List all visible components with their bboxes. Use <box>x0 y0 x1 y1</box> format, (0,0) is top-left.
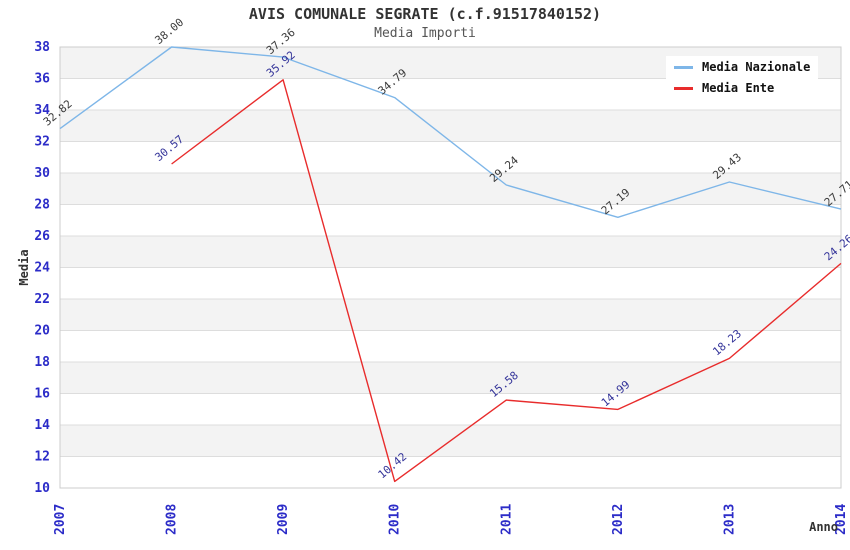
series-line-0 <box>59 46 842 218</box>
y-tick-label: 32 <box>34 135 50 150</box>
y-tick-label: 30 <box>34 166 50 181</box>
x-tick-label: 2012 <box>611 504 626 535</box>
y-tick-label: 36 <box>34 72 50 87</box>
chart-title: AVIS COMUNALE SEGRATE (c.f.91517840152) <box>248 5 602 23</box>
point-label-1: 18.23 <box>710 327 744 358</box>
x-tick-label: 2008 <box>165 504 180 535</box>
y-tick-label: 22 <box>34 292 50 307</box>
y-tick-label: 18 <box>34 355 50 370</box>
legend-item-media-ente: Media Ente <box>674 81 810 95</box>
legend-label-media-ente: Media Ente <box>702 81 775 95</box>
x-tick-label: 2007 <box>53 504 68 535</box>
legend-item-media-nazionale: Media Nazionale <box>674 60 810 74</box>
y-axis-title: Media <box>17 249 31 285</box>
x-tick-label: 2011 <box>499 504 514 535</box>
x-tick-label: 2013 <box>722 504 737 535</box>
y-tick-label: 38 <box>34 40 50 55</box>
plot-band <box>60 173 841 205</box>
media-nazionale-line-icon <box>674 65 693 69</box>
y-tick-label: 12 <box>34 450 50 465</box>
y-tick-label: 20 <box>34 324 50 339</box>
plot-band <box>60 236 841 268</box>
x-tick-label: 2010 <box>388 504 403 535</box>
y-tick-label: 16 <box>34 387 50 402</box>
plot-border <box>59 46 842 489</box>
plot-band <box>60 110 841 142</box>
plot-band <box>60 299 841 331</box>
plot-band <box>60 362 841 394</box>
media-ente-line-icon <box>674 86 693 90</box>
x-tick-label: 2014 <box>834 504 849 535</box>
legend-label-media-nazionale: Media Nazionale <box>702 60 811 74</box>
y-tick-label: 26 <box>34 229 50 244</box>
series-line-1 <box>171 79 842 483</box>
y-tick-label: 24 <box>34 261 50 276</box>
x-tick-label: 2009 <box>276 504 291 535</box>
chart-subtitle: Media Importi <box>374 26 476 41</box>
y-tick-label: 34 <box>34 103 50 118</box>
y-tick-label: 28 <box>34 198 50 213</box>
y-tick-label: 14 <box>34 418 50 433</box>
x-axis-title: Anno <box>809 520 838 534</box>
legend: Media Nazionale Media Ente <box>666 56 819 99</box>
y-tick-label: 10 <box>34 481 50 496</box>
